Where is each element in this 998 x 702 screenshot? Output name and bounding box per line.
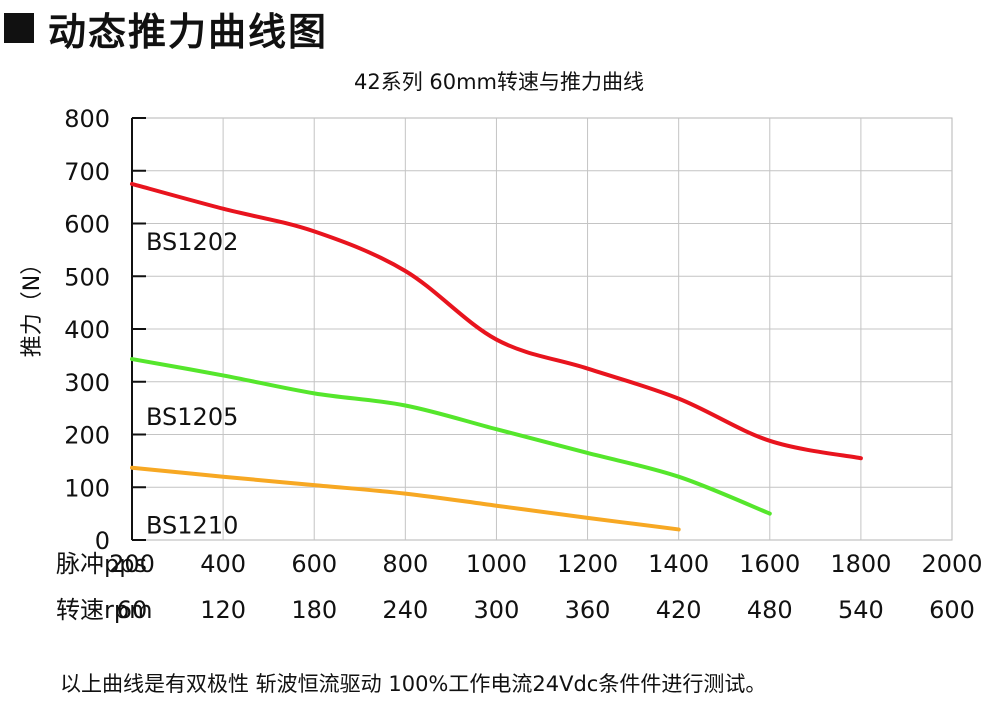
series-line-bs1205 [130, 357, 772, 516]
x-tick-label: 300 [474, 596, 520, 624]
x-tick-label: 1200 [557, 550, 618, 578]
x-tick-label: 360 [565, 596, 611, 624]
x-tick-label: 1600 [739, 550, 800, 578]
y-tick-label: 500 [64, 263, 110, 291]
x-tick-label: 400 [200, 550, 246, 578]
x-tick-label: 480 [747, 596, 793, 624]
x-tick-label: 180 [291, 596, 337, 624]
x-tick-label: 1800 [830, 550, 891, 578]
y-tick-label: 200 [64, 422, 110, 450]
y-tick-label: 100 [64, 474, 110, 502]
x-row-label: 转速rpm [56, 596, 152, 624]
square-bullet-icon [4, 13, 34, 43]
x-tick-label: 800 [382, 550, 428, 578]
footnote: 以上曲线是有双极性 斩波恒流驱动 100%工作电流24Vdc条件件进行测试。 [60, 672, 767, 696]
x-tick-label: 1400 [648, 550, 709, 578]
series-line-bs1202 [130, 181, 863, 461]
x-tick-label: 600 [929, 596, 975, 624]
x-tick-label: 120 [200, 596, 246, 624]
y-tick-label: 300 [64, 369, 110, 397]
series-label: BS1202 [146, 228, 238, 256]
x-tick-label: 240 [382, 596, 428, 624]
x-row-label: 脉冲pps [56, 550, 147, 578]
y-tick-label: 700 [64, 158, 110, 186]
x-tick-label: 200 [109, 550, 155, 578]
y-tick-label: 0 [95, 527, 110, 555]
series-label: BS1205 [146, 403, 238, 431]
x-tick-label: 600 [291, 550, 337, 578]
x-tick-label: 420 [656, 596, 702, 624]
x-tick-label: 2000 [921, 550, 982, 578]
chart-title: 42系列 60mm转速与推力曲线 [353, 70, 645, 94]
series-label: BS1210 [146, 512, 238, 540]
section-header: 动态推力曲线图 [0, 4, 328, 54]
y-tick-label: 600 [64, 211, 110, 239]
y-tick-label: 400 [64, 316, 110, 344]
x-tick-label: 60 [117, 596, 148, 624]
series-line-bs1210 [130, 465, 681, 532]
section-title: 动态推力曲线图 [48, 9, 329, 54]
x-tick-label: 1000 [466, 550, 527, 578]
x-tick-label: 540 [838, 596, 884, 624]
y-tick-label: 800 [64, 105, 110, 133]
